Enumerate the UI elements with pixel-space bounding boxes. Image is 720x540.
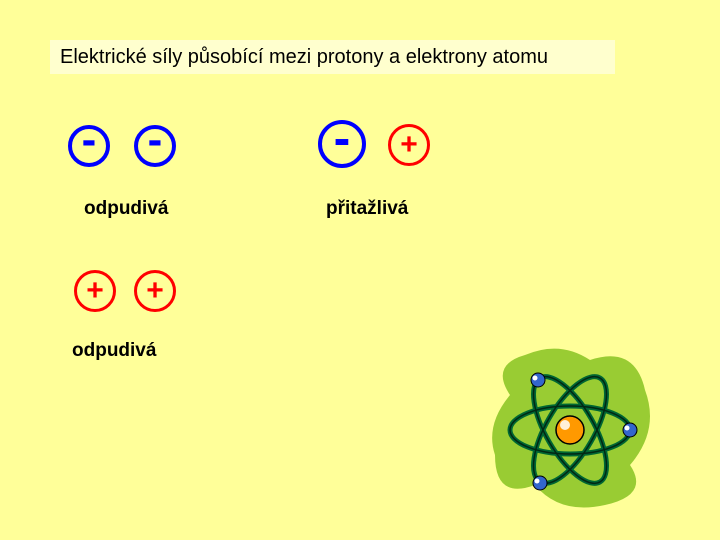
label-repulsive-1: odpudivá bbox=[84, 198, 168, 220]
proton-2: + bbox=[74, 270, 116, 312]
atom-illustration bbox=[480, 335, 660, 515]
minus-sign: - bbox=[148, 118, 163, 162]
electron-3: - bbox=[318, 120, 366, 168]
page-title: Elektrické síly působící mezi protony a … bbox=[60, 46, 548, 68]
proton-3: + bbox=[134, 270, 176, 312]
plus-sign: + bbox=[146, 276, 164, 306]
electron-1: - bbox=[68, 125, 110, 167]
minus-sign: - bbox=[334, 113, 351, 163]
title-bar: Elektrické síly působící mezi protony a … bbox=[50, 40, 615, 74]
plus-sign: + bbox=[86, 276, 104, 306]
electron-2: - bbox=[134, 125, 176, 167]
plus-sign: + bbox=[400, 130, 418, 160]
label-repulsive-2: odpudivá bbox=[72, 340, 156, 362]
atom-icon bbox=[480, 335, 660, 515]
minus-sign: - bbox=[82, 118, 97, 162]
proton-1: + bbox=[388, 124, 430, 166]
label-attractive: přitažlivá bbox=[326, 198, 408, 220]
